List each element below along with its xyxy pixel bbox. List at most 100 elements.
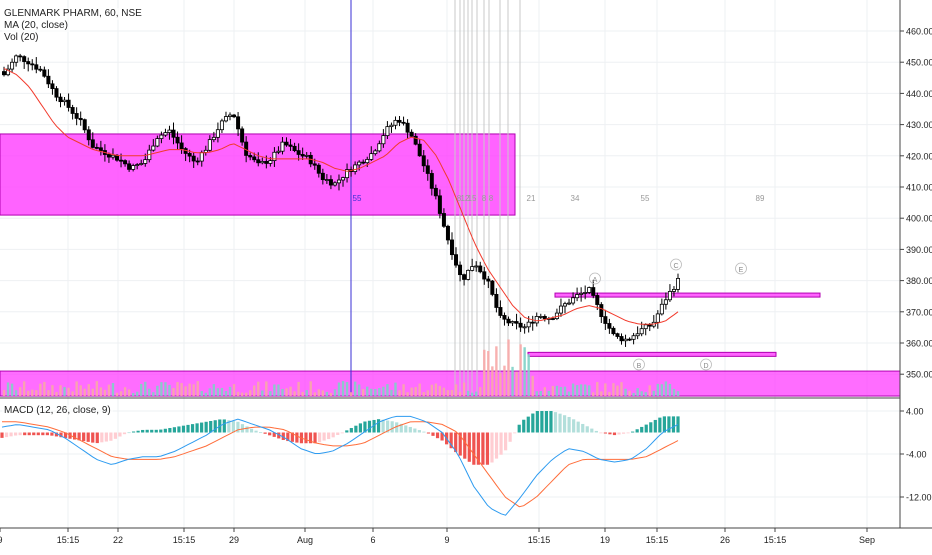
candle-body [397,119,402,123]
macd-hist-bar [168,427,172,433]
volume-bar [35,390,38,396]
candle-body [510,321,515,324]
candle-body [26,61,31,65]
macd-hist-bar [517,424,521,433]
candle-body [232,114,237,118]
volume-bar [156,385,159,396]
volume-bar [220,387,224,396]
volume-bar [664,381,668,396]
macd-hist-bar [331,432,335,438]
candle-body [639,328,644,335]
macd-hist-bar [503,432,508,451]
macd-hist-bar [658,417,662,433]
candle-body [316,164,321,174]
volume-bar [434,383,438,396]
macd-hist-bar [540,411,544,433]
macd-hist-bar [63,432,68,438]
candle-body [627,338,632,341]
candle-body [304,154,309,157]
volume-bar [168,384,171,396]
candle-body [611,327,616,335]
macd-hist-bar [576,421,580,433]
volume-bar [269,391,272,396]
volume-bar [14,390,18,396]
candle-body [538,316,543,318]
volume-bar [523,347,526,396]
symbol-title[interactable]: GLENMARK PHARM, 60, NSE [2,8,144,20]
candle-body [558,305,563,314]
volume-bar [648,385,651,396]
fib-count-6: 21 [527,194,536,203]
volume-bar [305,390,308,396]
volume-bar [567,391,571,396]
price-tick-label: 430.00 [906,120,932,130]
volume-bar [406,392,409,396]
ma-layer [3,67,679,325]
macd-hist-bar [553,412,558,433]
candle-body [280,141,285,152]
volume-legend[interactable]: Vol (20) [2,32,41,44]
time-tick-label: 15:15 [764,535,787,545]
fib-count-0: 55 [353,194,362,203]
macd-hist-bar [558,413,562,433]
volume-bar [309,381,312,396]
macd-hist-bar [390,421,394,433]
volume-bar [519,344,522,396]
volume-bar [18,387,22,396]
zone-rect-2 [554,292,821,298]
volume-bar [321,390,325,396]
fib-count-1: 8 [457,194,462,203]
candle-body [498,307,503,316]
volume-bar [325,391,329,396]
candle-body [413,135,418,145]
macd-hist-bar [594,430,598,433]
volume-bar [261,390,264,396]
candle-body [353,164,358,172]
volume-bar [27,390,30,396]
candle-body [417,143,422,157]
zone-rect-0 [0,133,516,216]
volume-bar [442,387,446,396]
candle-body [659,303,664,315]
volume-bar [131,392,135,396]
macd-hist-bar [268,432,272,436]
candle-body [615,333,620,337]
candle-body [441,213,446,227]
candle-body [171,129,176,138]
volume-bar [75,381,78,396]
candle-body [272,151,277,161]
macd-hist-bar [363,421,367,433]
zones-layer [0,133,901,397]
candle-body [199,152,204,162]
volume-bar [160,382,163,396]
volume-bar [180,383,183,396]
candle-body [135,164,140,166]
volume-bar [184,386,187,396]
volume-bar [668,383,672,396]
candle-body [575,294,580,299]
volume-bar [91,388,94,396]
macd-hist-bar [376,419,381,433]
volume-bar [22,381,26,396]
candle-body [127,163,132,170]
macd-hist-bar [440,432,444,441]
volume-bar [281,388,284,396]
ma-legend[interactable]: MA (20, close) [2,20,70,32]
macd-hist-bar [259,432,263,434]
candle-body [54,88,59,98]
macd-hist-bar [640,426,644,433]
volume-bar [462,382,466,396]
volume-bar [228,386,232,396]
macd-hist-bar [494,432,499,459]
candle-body [211,136,216,141]
volume-bar [583,384,587,396]
macd-hist-bar [45,432,49,436]
volume-bar [301,391,304,396]
macd-legend[interactable]: MACD (12, 26, close, 9) [2,405,113,417]
macd-hist-bar [667,416,671,433]
candle-body [631,335,636,340]
macd-hist-bar [549,411,553,433]
vlines-layer [350,0,521,396]
